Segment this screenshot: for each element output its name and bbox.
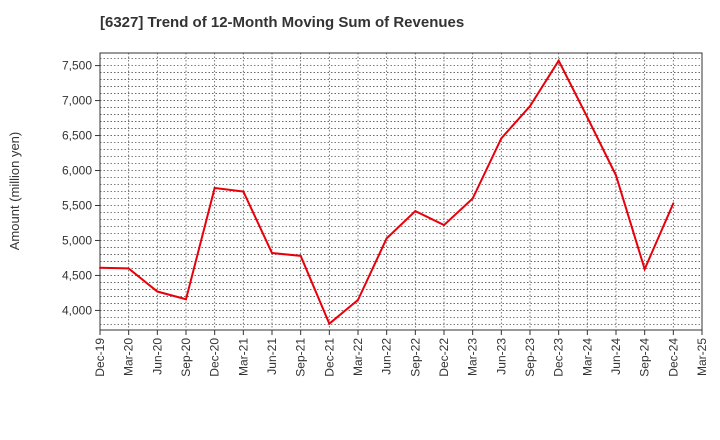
y-tick-label: 4,000 <box>62 303 92 317</box>
y-tick-label: 5,500 <box>62 198 92 212</box>
x-tick-label: Dec-22 <box>437 338 451 377</box>
y-tick-label: 6,000 <box>62 164 92 178</box>
x-tick-label: Mar-20 <box>122 338 136 376</box>
x-tick-label: Sep-22 <box>408 338 422 377</box>
x-tick-label: Jun-21 <box>265 338 279 375</box>
x-tick-label: Mar-24 <box>580 338 594 376</box>
data-point <box>328 322 331 325</box>
x-tick-label: Dec-19 <box>93 338 107 377</box>
x-tick-label: Dec-23 <box>552 338 566 377</box>
data-point <box>127 267 130 270</box>
x-tick-label: Mar-25 <box>695 338 709 376</box>
x-tick-label: Dec-21 <box>322 338 336 377</box>
x-tick-label: Sep-24 <box>638 338 652 377</box>
data-point <box>414 210 417 213</box>
data-point <box>271 252 273 255</box>
plot-frame <box>99 52 703 331</box>
y-tick-label: 4,500 <box>62 268 92 282</box>
x-tick-label: Mar-21 <box>236 338 250 376</box>
x-tick-label: Sep-23 <box>523 338 537 377</box>
data-point <box>385 237 388 240</box>
grid-lines <box>99 53 703 330</box>
data-point <box>471 197 474 200</box>
x-tick-label: Mar-22 <box>351 338 365 376</box>
axes <box>95 52 703 335</box>
x-tick-label: Sep-21 <box>294 338 308 377</box>
data-point <box>672 202 675 205</box>
x-tick-label: Mar-23 <box>466 338 480 376</box>
data-point <box>557 59 560 62</box>
x-tick-label: Dec-24 <box>666 338 680 377</box>
data-point <box>357 298 359 301</box>
data-point <box>643 268 646 271</box>
y-axis-title: Amount (million yen) <box>7 132 22 251</box>
y-tick-label: 6,500 <box>62 129 92 143</box>
y-tick-label: 7,500 <box>62 59 92 73</box>
data-point <box>185 298 187 301</box>
chart-title: [6327] Trend of 12-Month Moving Sum of R… <box>100 14 465 31</box>
y-tick-label: 7,000 <box>62 94 92 108</box>
x-tick-label: Jun-20 <box>150 338 164 375</box>
data-point <box>529 105 531 108</box>
y-tick-label: 5,000 <box>62 233 92 247</box>
data-point <box>615 174 617 177</box>
data-point <box>299 254 302 257</box>
x-tick-label: Sep-20 <box>179 338 193 377</box>
data-point <box>99 266 101 269</box>
data-point <box>586 116 589 119</box>
x-tick-label: Dec-20 <box>208 338 222 377</box>
x-tick-label: Jun-24 <box>609 338 623 375</box>
x-tick-label: Jun-23 <box>494 338 508 375</box>
data-point <box>500 137 503 140</box>
data-point <box>443 224 445 227</box>
data-point <box>213 187 216 190</box>
tick-labels: 4,000 4,500 5,000 5,500 6,000 6,500 7,000 7,500… <box>62 59 709 377</box>
data-point <box>156 290 159 293</box>
data-point <box>242 190 245 193</box>
x-tick-label: Jun-22 <box>380 338 394 375</box>
series-layer <box>99 58 675 326</box>
